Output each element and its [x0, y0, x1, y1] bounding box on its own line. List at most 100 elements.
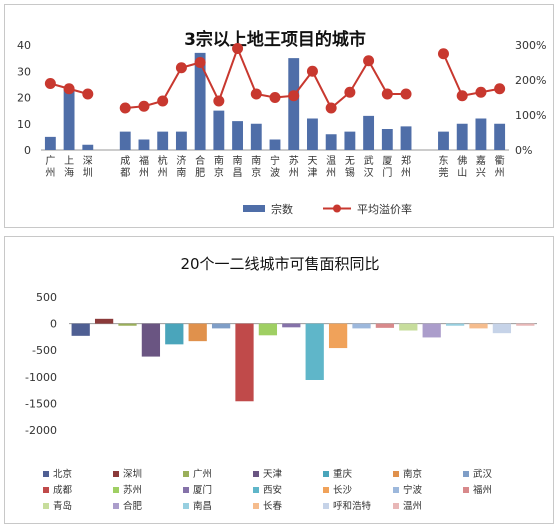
bar-city [282, 323, 301, 328]
category-label: 衢州 [495, 155, 505, 179]
category-label: 深圳 [83, 155, 93, 179]
category-label: 济南 [176, 154, 186, 179]
marker-premium [157, 95, 169, 107]
legend-swatch [183, 471, 189, 477]
bar-city [94, 318, 114, 324]
category-label: 厦门 [382, 155, 392, 179]
bar-city [516, 323, 535, 326]
bar-city [305, 323, 324, 380]
bar-count [307, 118, 318, 150]
marker-premium [194, 57, 206, 68]
bar-count [381, 129, 393, 150]
marker-premium [306, 65, 318, 77]
y-left-tick-label: 30 [17, 65, 31, 78]
y-left-tick-label: 40 [17, 39, 31, 52]
category-label: 苏州 [289, 154, 299, 179]
marker-premium [456, 90, 468, 102]
bar-count [400, 126, 412, 150]
legend-swatch [113, 503, 119, 509]
legend-swatch [463, 487, 469, 493]
bar-city [258, 323, 278, 336]
legend-label: 青岛 [53, 500, 72, 512]
legend-label: 福州 [473, 484, 492, 496]
marker-premium [175, 62, 187, 74]
y-tick-label: -500 [32, 344, 57, 357]
category-label: 杭州 [158, 154, 168, 179]
legend-label: 深圳 [123, 469, 142, 480]
marker-premium [344, 86, 356, 98]
marker-premium [475, 86, 487, 98]
bar-count [344, 131, 356, 150]
bar-city [399, 323, 418, 331]
y-left-tick-label: 0 [24, 144, 31, 157]
legend-swatch-bars [243, 205, 265, 212]
marker-premium [494, 83, 506, 95]
marker-premium [437, 48, 449, 60]
legend-swatch [463, 471, 469, 477]
legend-label: 重庆 [333, 468, 353, 480]
legend-swatch [393, 503, 399, 509]
legend-label: 厦门 [193, 484, 212, 496]
bar-count [456, 123, 468, 150]
legend-label: 呼和浩特 [333, 500, 372, 512]
bar-city [165, 323, 184, 345]
bar-count [213, 110, 225, 150]
legend-swatch [323, 487, 329, 493]
legend-label: 苏州 [123, 484, 142, 496]
legend-swatch-marker [333, 204, 341, 213]
legend-swatch [43, 487, 49, 493]
category-label: 天津 [307, 156, 317, 179]
marker-premium [44, 78, 56, 89]
legend-label-line: 平均溢价率 [357, 202, 412, 216]
category-label: 南京 [251, 154, 261, 179]
category-label: 福州 [139, 154, 149, 179]
marker-premium [381, 88, 393, 100]
marker-premium [363, 55, 375, 67]
legend-swatch [393, 471, 399, 477]
bar-count [475, 118, 487, 150]
bar-count [44, 136, 56, 150]
y-tick-label: -1000 [25, 371, 57, 384]
chart-panel-bottom: 20个一二线城市可售面积同比 500 0 -500 -1000 -1500 -2000 北… [4, 236, 554, 524]
bar-count [157, 131, 169, 150]
legend-swatch [393, 487, 399, 493]
line-premium-segment [125, 45, 407, 110]
category-label: 东莞 [438, 154, 448, 179]
category-label: 南京 [214, 154, 224, 179]
category-label: 广州 [45, 155, 55, 179]
legend-label: 武汉 [473, 468, 493, 480]
bar-count [269, 139, 281, 150]
chart-bottom-svg: 20个一二线城市可售面积同比 500 0 -500 -1000 -1500 -2000 北… [25, 255, 537, 512]
category-label: 无锡 [345, 156, 355, 179]
legend-label-bars: 宗数 [271, 202, 293, 216]
category-label: 佛山 [457, 154, 467, 179]
bar-city [188, 323, 207, 342]
line-premium-segment [442, 53, 500, 97]
category-label: 南昌 [233, 154, 243, 179]
legend-label: 南京 [403, 468, 422, 480]
marker-premium [232, 43, 244, 54]
bar-city [445, 323, 465, 326]
bar-city [492, 323, 512, 334]
chart-panel-top: 3宗以上地王项目的城市 0 10 20 30 40 0% 100% 200% 300% 广州 上海… [4, 4, 554, 228]
y-tick-label: -1500 [25, 397, 57, 410]
y-tick-label: 0 [50, 318, 57, 331]
y-right-tick-label: 200% [515, 74, 546, 87]
y-right-tick-label: 300% [515, 39, 546, 52]
category-label: 成都 [120, 155, 130, 179]
legend-swatch [253, 503, 259, 509]
legend-label: 成都 [53, 484, 73, 496]
bar-count [194, 52, 206, 150]
bar-city [422, 323, 441, 338]
legend-swatch [323, 471, 329, 477]
legend-swatch [43, 471, 49, 477]
legend-label: 长春 [263, 500, 283, 512]
bar-count [175, 131, 187, 150]
bar-count [63, 89, 75, 150]
legend-swatch [43, 503, 49, 509]
legend-label: 南昌 [193, 500, 212, 512]
category-label: 温州 [326, 155, 336, 179]
y-tick-label: -2000 [25, 424, 57, 437]
marker-premium [250, 88, 262, 100]
bar-city [469, 323, 488, 329]
